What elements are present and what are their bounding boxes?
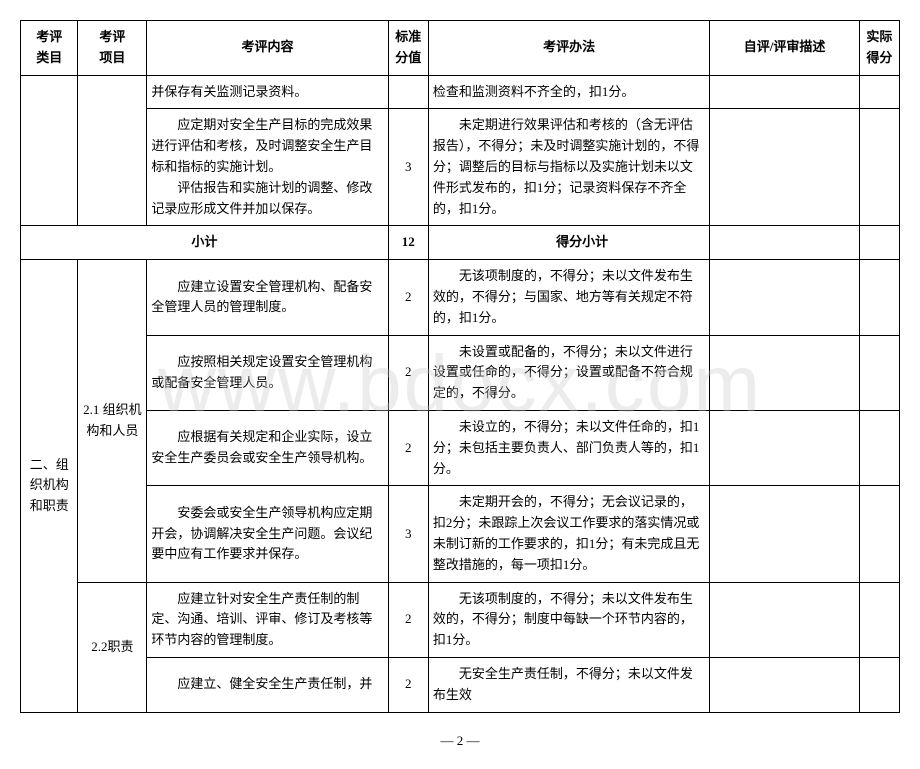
evaluation-table-wrapper: 考评类目 考评项目 考评内容 标准分值 考评办法 自评/评审描述 实际得分 并保… <box>20 20 900 749</box>
cell-content: 应按照相关规定设置安全管理机构或配备安全管理人员。 <box>147 335 388 410</box>
cell-score: 2 <box>388 335 428 410</box>
cell-content: 应定期对安全生产目标的完成效果进行评估和考核，及时调整安全生产目标和指标的实施计… <box>147 109 388 226</box>
header-method: 考评办法 <box>428 21 710 76</box>
cell-method: 检查和监测资料不齐全的，扣1分。 <box>428 75 710 109</box>
table-header-row: 考评类目 考评项目 考评内容 标准分值 考评办法 自评/评审描述 实际得分 <box>21 21 900 76</box>
cell-actual <box>859 75 899 109</box>
table-row: 并保存有关监测记录资料。 检查和监测资料不齐全的，扣1分。 <box>21 75 900 109</box>
subtotal-row: 小计 12 得分小计 <box>21 226 900 260</box>
cell-method: 未定期开会的，不得分；无会议记录的，扣2分；未跟踪上次会议工作要求的落实情况或未… <box>428 486 710 582</box>
cell-score: 3 <box>388 109 428 226</box>
cell-actual <box>859 410 899 485</box>
subtotal-desc <box>710 226 859 260</box>
subtotal-score: 12 <box>388 226 428 260</box>
cell-score: 2 <box>388 582 428 657</box>
table-row: 应定期对安全生产目标的完成效果进行评估和考核，及时调整安全生产目标和指标的实施计… <box>21 109 900 226</box>
table-row: 应按照相关规定设置安全管理机构或配备安全管理人员。 2 未设置或配备的，不得分；… <box>21 335 900 410</box>
header-description: 自评/评审描述 <box>710 21 859 76</box>
cell-content: 应建立、健全安全生产责任制，并 <box>147 657 388 712</box>
cell-method: 无安全生产责任制，不得分；未以文件发布生效 <box>428 657 710 712</box>
evaluation-table: 考评类目 考评项目 考评内容 标准分值 考评办法 自评/评审描述 实际得分 并保… <box>20 20 900 713</box>
header-actual-score: 实际得分 <box>859 21 899 76</box>
cell-actual <box>859 657 899 712</box>
cell-actual <box>859 582 899 657</box>
header-project: 考评项目 <box>78 21 147 76</box>
cell-method: 未设置或配备的，不得分；未以文件进行设置或任命的，不得分；设置或配备不符合规定的… <box>428 335 710 410</box>
cell-project: 2.2职责 <box>78 582 147 712</box>
cell-desc <box>710 486 859 582</box>
table-row: 应根据有关规定和企业实际，设立安全生产委员会或安全生产领导机构。 2 未设立的，… <box>21 410 900 485</box>
cell-content: 应建立针对安全生产责任制的制定、沟通、培训、评审、修订及考核等环节内容的管理制度… <box>147 582 388 657</box>
cell-category: 二、组织机构和职责 <box>21 260 78 712</box>
header-category: 考评类目 <box>21 21 78 76</box>
cell-score: 2 <box>388 260 428 335</box>
cell-score: 2 <box>388 657 428 712</box>
subtotal-method-label: 得分小计 <box>428 226 710 260</box>
cell-score: 3 <box>388 486 428 582</box>
cell-project: 2.1 组织机构和人员 <box>78 260 147 582</box>
cell-desc <box>710 582 859 657</box>
table-row: 安委会或安全生产领导机构应定期开会，协调解决安全生产问题。会议纪要中应有工作要求… <box>21 486 900 582</box>
cell-content: 并保存有关监测记录资料。 <box>147 75 388 109</box>
table-row: 应建立、健全安全生产责任制，并 2 无安全生产责任制，不得分；未以文件发布生效 <box>21 657 900 712</box>
cell-desc <box>710 260 859 335</box>
cell-score <box>388 75 428 109</box>
cell-category-empty <box>21 75 78 226</box>
cell-desc <box>710 109 859 226</box>
subtotal-label: 小计 <box>21 226 389 260</box>
cell-actual <box>859 109 899 226</box>
page-number: — 2 — <box>20 733 900 749</box>
cell-method: 未设立的，不得分；未以文件任命的，扣1分；未包括主要负责人、部门负责人等的，扣1… <box>428 410 710 485</box>
cell-actual <box>859 260 899 335</box>
cell-content: 应根据有关规定和企业实际，设立安全生产委员会或安全生产领导机构。 <box>147 410 388 485</box>
cell-method: 无该项制度的，不得分；未以文件发布生效的，不得分；与国家、地方等有关规定不符的，… <box>428 260 710 335</box>
cell-score: 2 <box>388 410 428 485</box>
table-row: 二、组织机构和职责 2.1 组织机构和人员 应建立设置安全管理机构、配备安全管理… <box>21 260 900 335</box>
cell-desc <box>710 335 859 410</box>
header-standard-score: 标准分值 <box>388 21 428 76</box>
cell-actual <box>859 486 899 582</box>
header-content: 考评内容 <box>147 21 388 76</box>
cell-project-empty <box>78 75 147 226</box>
cell-actual <box>859 335 899 410</box>
cell-desc <box>710 410 859 485</box>
table-row: 2.2职责 应建立针对安全生产责任制的制定、沟通、培训、评审、修订及考核等环节内… <box>21 582 900 657</box>
cell-desc <box>710 657 859 712</box>
cell-method: 未定期进行效果评估和考核的（含无评估报告），不得分；未及时调整实施计划的，不得分… <box>428 109 710 226</box>
cell-desc <box>710 75 859 109</box>
subtotal-actual <box>859 226 899 260</box>
cell-method: 无该项制度的，不得分；未以文件发布生效的，不得分；制度中每缺一个环节内容的，扣1… <box>428 582 710 657</box>
cell-content: 安委会或安全生产领导机构应定期开会，协调解决安全生产问题。会议纪要中应有工作要求… <box>147 486 388 582</box>
cell-content: 应建立设置安全管理机构、配备安全管理人员的管理制度。 <box>147 260 388 335</box>
